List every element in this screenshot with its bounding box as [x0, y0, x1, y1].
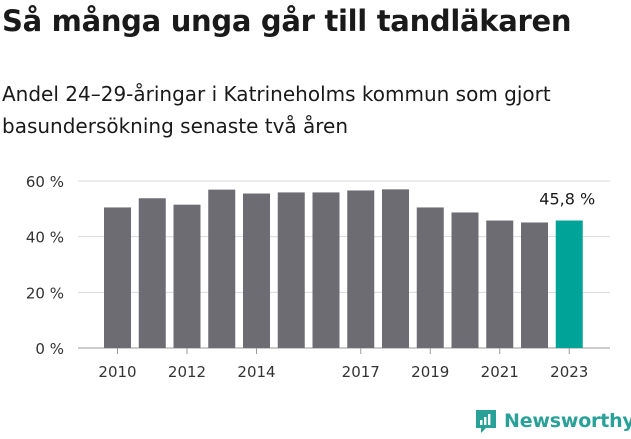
- x-tick-label: 2010: [98, 363, 136, 381]
- bar: [486, 220, 514, 348]
- bar: [277, 192, 305, 348]
- chart-title: Så många unga går till tandläkaren: [2, 4, 572, 38]
- bar: [138, 198, 166, 348]
- chart-subtitle: Andel 24–29-åringar i Katrineholms kommu…: [2, 82, 551, 138]
- bar: [208, 189, 236, 348]
- bar: [347, 190, 375, 348]
- bar: [416, 207, 444, 348]
- x-tick-label: 2017: [342, 363, 380, 381]
- bar: [521, 222, 548, 348]
- bar: [555, 220, 583, 348]
- data-label: 45,8 %: [539, 190, 595, 209]
- bar: [451, 212, 479, 348]
- y-tick-label: 0 %: [35, 340, 64, 358]
- x-tick-label: 2019: [411, 363, 449, 381]
- y-tick-label: 20 %: [26, 284, 64, 302]
- bar: [243, 193, 270, 348]
- newsworthy-logo-text: Newsworthy: [504, 410, 631, 432]
- bar: [104, 207, 131, 348]
- x-tick-label: 2012: [168, 363, 206, 381]
- x-tick-label: 2021: [481, 363, 519, 381]
- y-tick-label: 40 %: [26, 229, 64, 247]
- bar-chart: 0 % 20 % 40 % 60 % 2010 2012 2014 2017 2019 2021 2…: [26, 173, 610, 381]
- y-tick-label: 60 %: [26, 173, 64, 191]
- bar: [312, 192, 340, 348]
- bar: [382, 189, 409, 348]
- newsworthy-logo: Newsworthy: [474, 408, 631, 434]
- x-tick-label: 2014: [237, 363, 275, 381]
- newsworthy-logo-icon: [476, 410, 496, 433]
- bar: [173, 204, 201, 348]
- x-tick-label: 2023: [550, 363, 588, 381]
